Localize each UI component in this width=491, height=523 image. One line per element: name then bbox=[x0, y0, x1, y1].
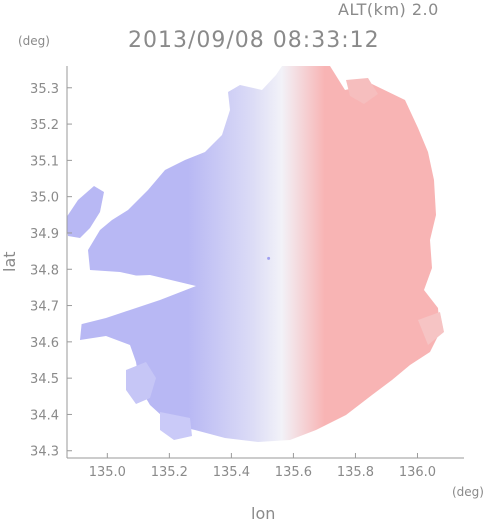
echo-west-blob bbox=[67, 186, 104, 238]
y-tick-label: 34.8 bbox=[30, 263, 59, 278]
x-tick-label: 135.8 bbox=[337, 465, 374, 480]
x-axis-ticks: 135.0 135.2 135.4 135.6 135.8 136.0 bbox=[89, 453, 436, 480]
x-tick-label: 136.0 bbox=[399, 465, 436, 480]
y-tick-label: 34.9 bbox=[30, 227, 59, 242]
y-axis-unit: (deg) bbox=[18, 34, 50, 48]
echo-south-fragment bbox=[160, 412, 192, 440]
y-tick-label: 35.2 bbox=[30, 118, 59, 133]
axis-frame bbox=[66, 66, 464, 459]
echo-main-region bbox=[80, 66, 440, 442]
echo-field bbox=[67, 66, 444, 442]
y-tick-label: 34.6 bbox=[30, 336, 59, 351]
x-tick-label: 135.0 bbox=[89, 465, 126, 480]
y-axis-ticks: 34.3 34.4 34.5 34.6 34.7 34.8 34.9 35.0 35.1 35.2… bbox=[30, 82, 72, 460]
y-tick-label: 34.7 bbox=[30, 300, 59, 315]
y-tick-label: 34.4 bbox=[30, 408, 59, 423]
echo-south-fragment bbox=[126, 362, 156, 404]
echo-east-fragment bbox=[418, 312, 444, 345]
y-tick-label: 35.0 bbox=[30, 191, 59, 206]
x-tick-label: 135.2 bbox=[151, 465, 188, 480]
x-tick-label: 135.6 bbox=[275, 465, 312, 480]
y-tick-label: 34.5 bbox=[30, 372, 59, 387]
beam-blocked-wedge bbox=[78, 275, 196, 325]
echo-northeast-fragment bbox=[346, 78, 378, 104]
chart-title: 2013/09/08 08:33:12 bbox=[128, 28, 380, 53]
x-axis-unit: (deg) bbox=[452, 485, 484, 499]
x-axis-label: lon bbox=[251, 504, 276, 523]
y-tick-label: 35.3 bbox=[30, 82, 59, 97]
y-tick-label: 35.1 bbox=[30, 154, 59, 169]
radar-site-marker bbox=[267, 256, 271, 260]
altitude-label: ALT(km) 2.0 bbox=[338, 0, 439, 19]
y-tick-label: 34.3 bbox=[30, 445, 59, 460]
x-tick-label: 135.4 bbox=[213, 465, 250, 480]
